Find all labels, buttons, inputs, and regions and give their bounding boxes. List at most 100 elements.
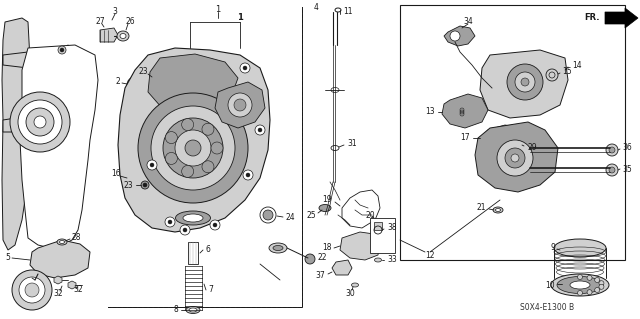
Circle shape bbox=[505, 148, 525, 168]
Circle shape bbox=[58, 46, 66, 54]
Circle shape bbox=[210, 220, 220, 230]
Polygon shape bbox=[20, 45, 98, 248]
Circle shape bbox=[165, 131, 177, 144]
Bar bbox=[374, 222, 382, 230]
Circle shape bbox=[524, 164, 536, 176]
Bar bbox=[400, 5, 625, 260]
Text: 2: 2 bbox=[115, 78, 120, 86]
Ellipse shape bbox=[269, 243, 287, 253]
Circle shape bbox=[521, 78, 529, 86]
Circle shape bbox=[497, 140, 533, 176]
Polygon shape bbox=[444, 26, 475, 46]
Text: 17: 17 bbox=[460, 133, 470, 143]
Circle shape bbox=[246, 173, 250, 177]
Polygon shape bbox=[128, 175, 143, 190]
Text: 7: 7 bbox=[208, 286, 213, 294]
Circle shape bbox=[182, 165, 194, 177]
Circle shape bbox=[599, 281, 604, 286]
Text: 20: 20 bbox=[365, 211, 375, 219]
Circle shape bbox=[255, 125, 265, 135]
Circle shape bbox=[577, 275, 582, 279]
Ellipse shape bbox=[551, 274, 609, 296]
Circle shape bbox=[595, 287, 600, 293]
Text: 12: 12 bbox=[425, 250, 435, 259]
Circle shape bbox=[577, 291, 582, 295]
Polygon shape bbox=[605, 8, 638, 28]
Text: 32: 32 bbox=[53, 290, 63, 299]
Circle shape bbox=[240, 63, 250, 73]
Text: 25: 25 bbox=[307, 211, 316, 219]
Bar bbox=[108, 7, 302, 307]
Ellipse shape bbox=[516, 144, 520, 146]
Polygon shape bbox=[340, 232, 380, 260]
Ellipse shape bbox=[351, 283, 358, 287]
Circle shape bbox=[243, 66, 247, 70]
Polygon shape bbox=[68, 281, 76, 289]
Ellipse shape bbox=[493, 207, 503, 213]
Polygon shape bbox=[215, 82, 265, 128]
Text: 36: 36 bbox=[622, 144, 632, 152]
Text: 27: 27 bbox=[95, 18, 105, 26]
Text: 30: 30 bbox=[345, 288, 355, 298]
Circle shape bbox=[60, 48, 64, 52]
Circle shape bbox=[10, 92, 70, 152]
Circle shape bbox=[175, 130, 211, 166]
Polygon shape bbox=[475, 122, 558, 192]
Text: 6: 6 bbox=[205, 246, 210, 255]
Circle shape bbox=[150, 163, 154, 167]
Polygon shape bbox=[30, 240, 90, 278]
Circle shape bbox=[34, 116, 46, 128]
Ellipse shape bbox=[186, 307, 200, 314]
Text: 8: 8 bbox=[173, 306, 178, 315]
Circle shape bbox=[511, 154, 519, 162]
Polygon shape bbox=[2, 18, 30, 250]
Circle shape bbox=[19, 277, 45, 303]
Circle shape bbox=[26, 108, 54, 136]
Circle shape bbox=[180, 225, 190, 235]
Polygon shape bbox=[54, 276, 62, 284]
Circle shape bbox=[606, 144, 618, 156]
Circle shape bbox=[165, 217, 175, 227]
Circle shape bbox=[165, 152, 177, 164]
Circle shape bbox=[185, 140, 201, 156]
Circle shape bbox=[228, 93, 252, 117]
Ellipse shape bbox=[120, 33, 126, 39]
Circle shape bbox=[305, 254, 315, 264]
Text: 22: 22 bbox=[318, 254, 328, 263]
Ellipse shape bbox=[319, 204, 331, 211]
Circle shape bbox=[143, 183, 147, 187]
Circle shape bbox=[599, 284, 604, 289]
Ellipse shape bbox=[57, 239, 67, 245]
Circle shape bbox=[202, 123, 214, 135]
Polygon shape bbox=[442, 94, 488, 128]
Circle shape bbox=[213, 223, 217, 227]
Circle shape bbox=[18, 100, 62, 144]
Text: 16: 16 bbox=[111, 169, 121, 179]
Text: 24: 24 bbox=[285, 213, 294, 222]
Text: 32: 32 bbox=[73, 286, 83, 294]
Text: 9: 9 bbox=[550, 243, 555, 253]
Text: 28: 28 bbox=[72, 233, 81, 241]
Text: FR.: FR. bbox=[584, 13, 600, 23]
Circle shape bbox=[524, 144, 536, 156]
Ellipse shape bbox=[557, 277, 603, 293]
Text: 29: 29 bbox=[527, 143, 536, 152]
Circle shape bbox=[263, 210, 273, 220]
Circle shape bbox=[153, 78, 157, 82]
Text: 1: 1 bbox=[216, 5, 221, 14]
Ellipse shape bbox=[554, 239, 606, 257]
Circle shape bbox=[515, 72, 535, 92]
Circle shape bbox=[168, 220, 172, 224]
Text: 13: 13 bbox=[426, 108, 435, 116]
Text: 11: 11 bbox=[343, 8, 353, 17]
Polygon shape bbox=[3, 45, 72, 68]
Circle shape bbox=[549, 72, 555, 78]
Circle shape bbox=[587, 275, 592, 280]
Text: 3: 3 bbox=[113, 8, 117, 17]
Text: 21: 21 bbox=[477, 204, 486, 212]
Text: 23: 23 bbox=[138, 68, 148, 77]
Text: 15: 15 bbox=[562, 68, 572, 77]
Circle shape bbox=[507, 64, 543, 100]
Circle shape bbox=[183, 228, 187, 232]
Circle shape bbox=[243, 170, 253, 180]
